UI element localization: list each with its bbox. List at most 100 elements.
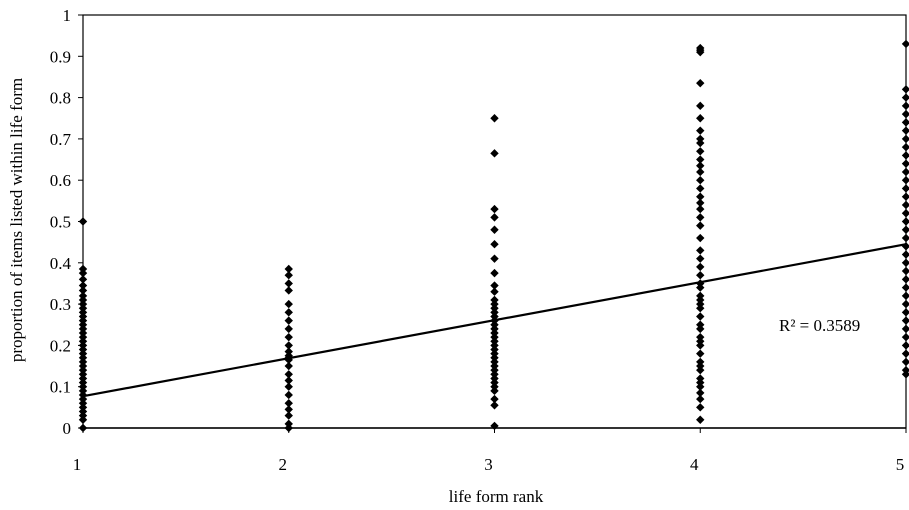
x-tick-label: 4 xyxy=(690,455,699,474)
data-point xyxy=(696,388,705,398)
data-point xyxy=(901,126,909,135)
data-point xyxy=(284,399,293,408)
x-tick-label: 2 xyxy=(279,455,288,474)
data-point xyxy=(901,225,909,234)
data-point xyxy=(696,101,705,111)
data-point xyxy=(284,316,293,325)
trendline xyxy=(82,243,907,398)
data-point xyxy=(696,198,705,208)
data-point xyxy=(901,142,909,152)
y-tick-label: 0 xyxy=(63,419,72,438)
data-point xyxy=(901,167,909,177)
data-point xyxy=(696,403,705,412)
data-point xyxy=(696,147,705,156)
data-point xyxy=(901,159,909,168)
y-tick-label: 0.3 xyxy=(50,295,71,314)
data-point xyxy=(284,264,293,274)
data-point xyxy=(901,316,909,325)
data-point xyxy=(490,254,499,263)
data-point xyxy=(696,270,705,280)
data-point xyxy=(284,411,293,420)
data-point xyxy=(284,376,293,385)
y-tick-label: 0.4 xyxy=(50,254,72,273)
data-point xyxy=(284,370,293,379)
data-point xyxy=(901,308,909,317)
data-point xyxy=(696,221,705,230)
trendline-group: R² = 0.3589 xyxy=(82,243,907,398)
data-point xyxy=(901,250,909,259)
data-point xyxy=(284,299,293,309)
data-point xyxy=(901,184,909,193)
data-point xyxy=(490,114,499,123)
data-point xyxy=(696,114,705,123)
data-point xyxy=(284,270,293,280)
data-point xyxy=(901,332,909,342)
data-point xyxy=(901,217,909,226)
y-tick-label: 0.8 xyxy=(50,89,71,108)
data-point xyxy=(696,349,705,358)
x-axis-title: life form rank xyxy=(449,487,544,506)
data-point xyxy=(696,365,705,375)
data-point xyxy=(696,382,705,391)
y-tick-label: 0.9 xyxy=(50,47,71,66)
data-point xyxy=(696,192,705,201)
data-point xyxy=(901,242,909,251)
data-point xyxy=(696,233,705,243)
y-tick-label: 0.5 xyxy=(50,213,71,232)
r-squared-label: R² = 0.3589 xyxy=(779,316,860,335)
y-tick-label: 0.1 xyxy=(50,378,71,397)
data-point xyxy=(901,101,909,111)
data-point xyxy=(901,134,909,144)
data-point xyxy=(284,361,293,371)
data-point xyxy=(284,390,293,400)
data-point xyxy=(901,324,909,334)
data-point xyxy=(901,151,909,160)
data-point xyxy=(696,283,705,292)
data-point xyxy=(490,204,499,214)
data-point xyxy=(284,332,293,342)
data-point xyxy=(901,291,909,301)
data-point xyxy=(696,167,705,177)
data-point xyxy=(490,268,499,278)
data-point xyxy=(901,299,909,309)
x-axis: 1 2 3 4 5 xyxy=(73,428,907,474)
data-point xyxy=(490,149,499,158)
data-point xyxy=(696,155,705,164)
data-point xyxy=(284,279,293,288)
data-point xyxy=(901,176,909,185)
data-point xyxy=(78,415,88,424)
data-point xyxy=(696,262,705,272)
data-point xyxy=(901,109,909,119)
data-point xyxy=(696,415,705,424)
data-point xyxy=(901,275,909,284)
data-point xyxy=(490,401,499,410)
data-point xyxy=(696,341,705,350)
data-point xyxy=(901,209,909,218)
data-point xyxy=(78,423,88,433)
x-tick-label: 1 xyxy=(73,455,82,474)
data-point xyxy=(901,370,909,379)
data-point xyxy=(284,382,293,391)
data-point xyxy=(901,85,909,94)
data-point xyxy=(284,341,293,350)
data-point xyxy=(901,349,909,358)
data-points xyxy=(78,39,909,433)
data-point xyxy=(696,161,705,170)
x-tick-label: 5 xyxy=(896,455,905,474)
data-point xyxy=(284,324,293,334)
data-point xyxy=(78,268,88,278)
data-point xyxy=(901,118,909,127)
data-point xyxy=(78,275,88,284)
data-point xyxy=(901,266,909,276)
data-point xyxy=(901,341,909,350)
data-point xyxy=(78,281,88,290)
data-point xyxy=(284,308,293,317)
data-point xyxy=(901,258,909,267)
y-tick-label: 0.2 xyxy=(50,336,71,355)
data-point xyxy=(901,39,909,49)
data-point xyxy=(901,192,909,201)
data-point xyxy=(696,213,705,222)
y-tick-label: 1 xyxy=(63,6,72,25)
data-point xyxy=(901,200,909,210)
